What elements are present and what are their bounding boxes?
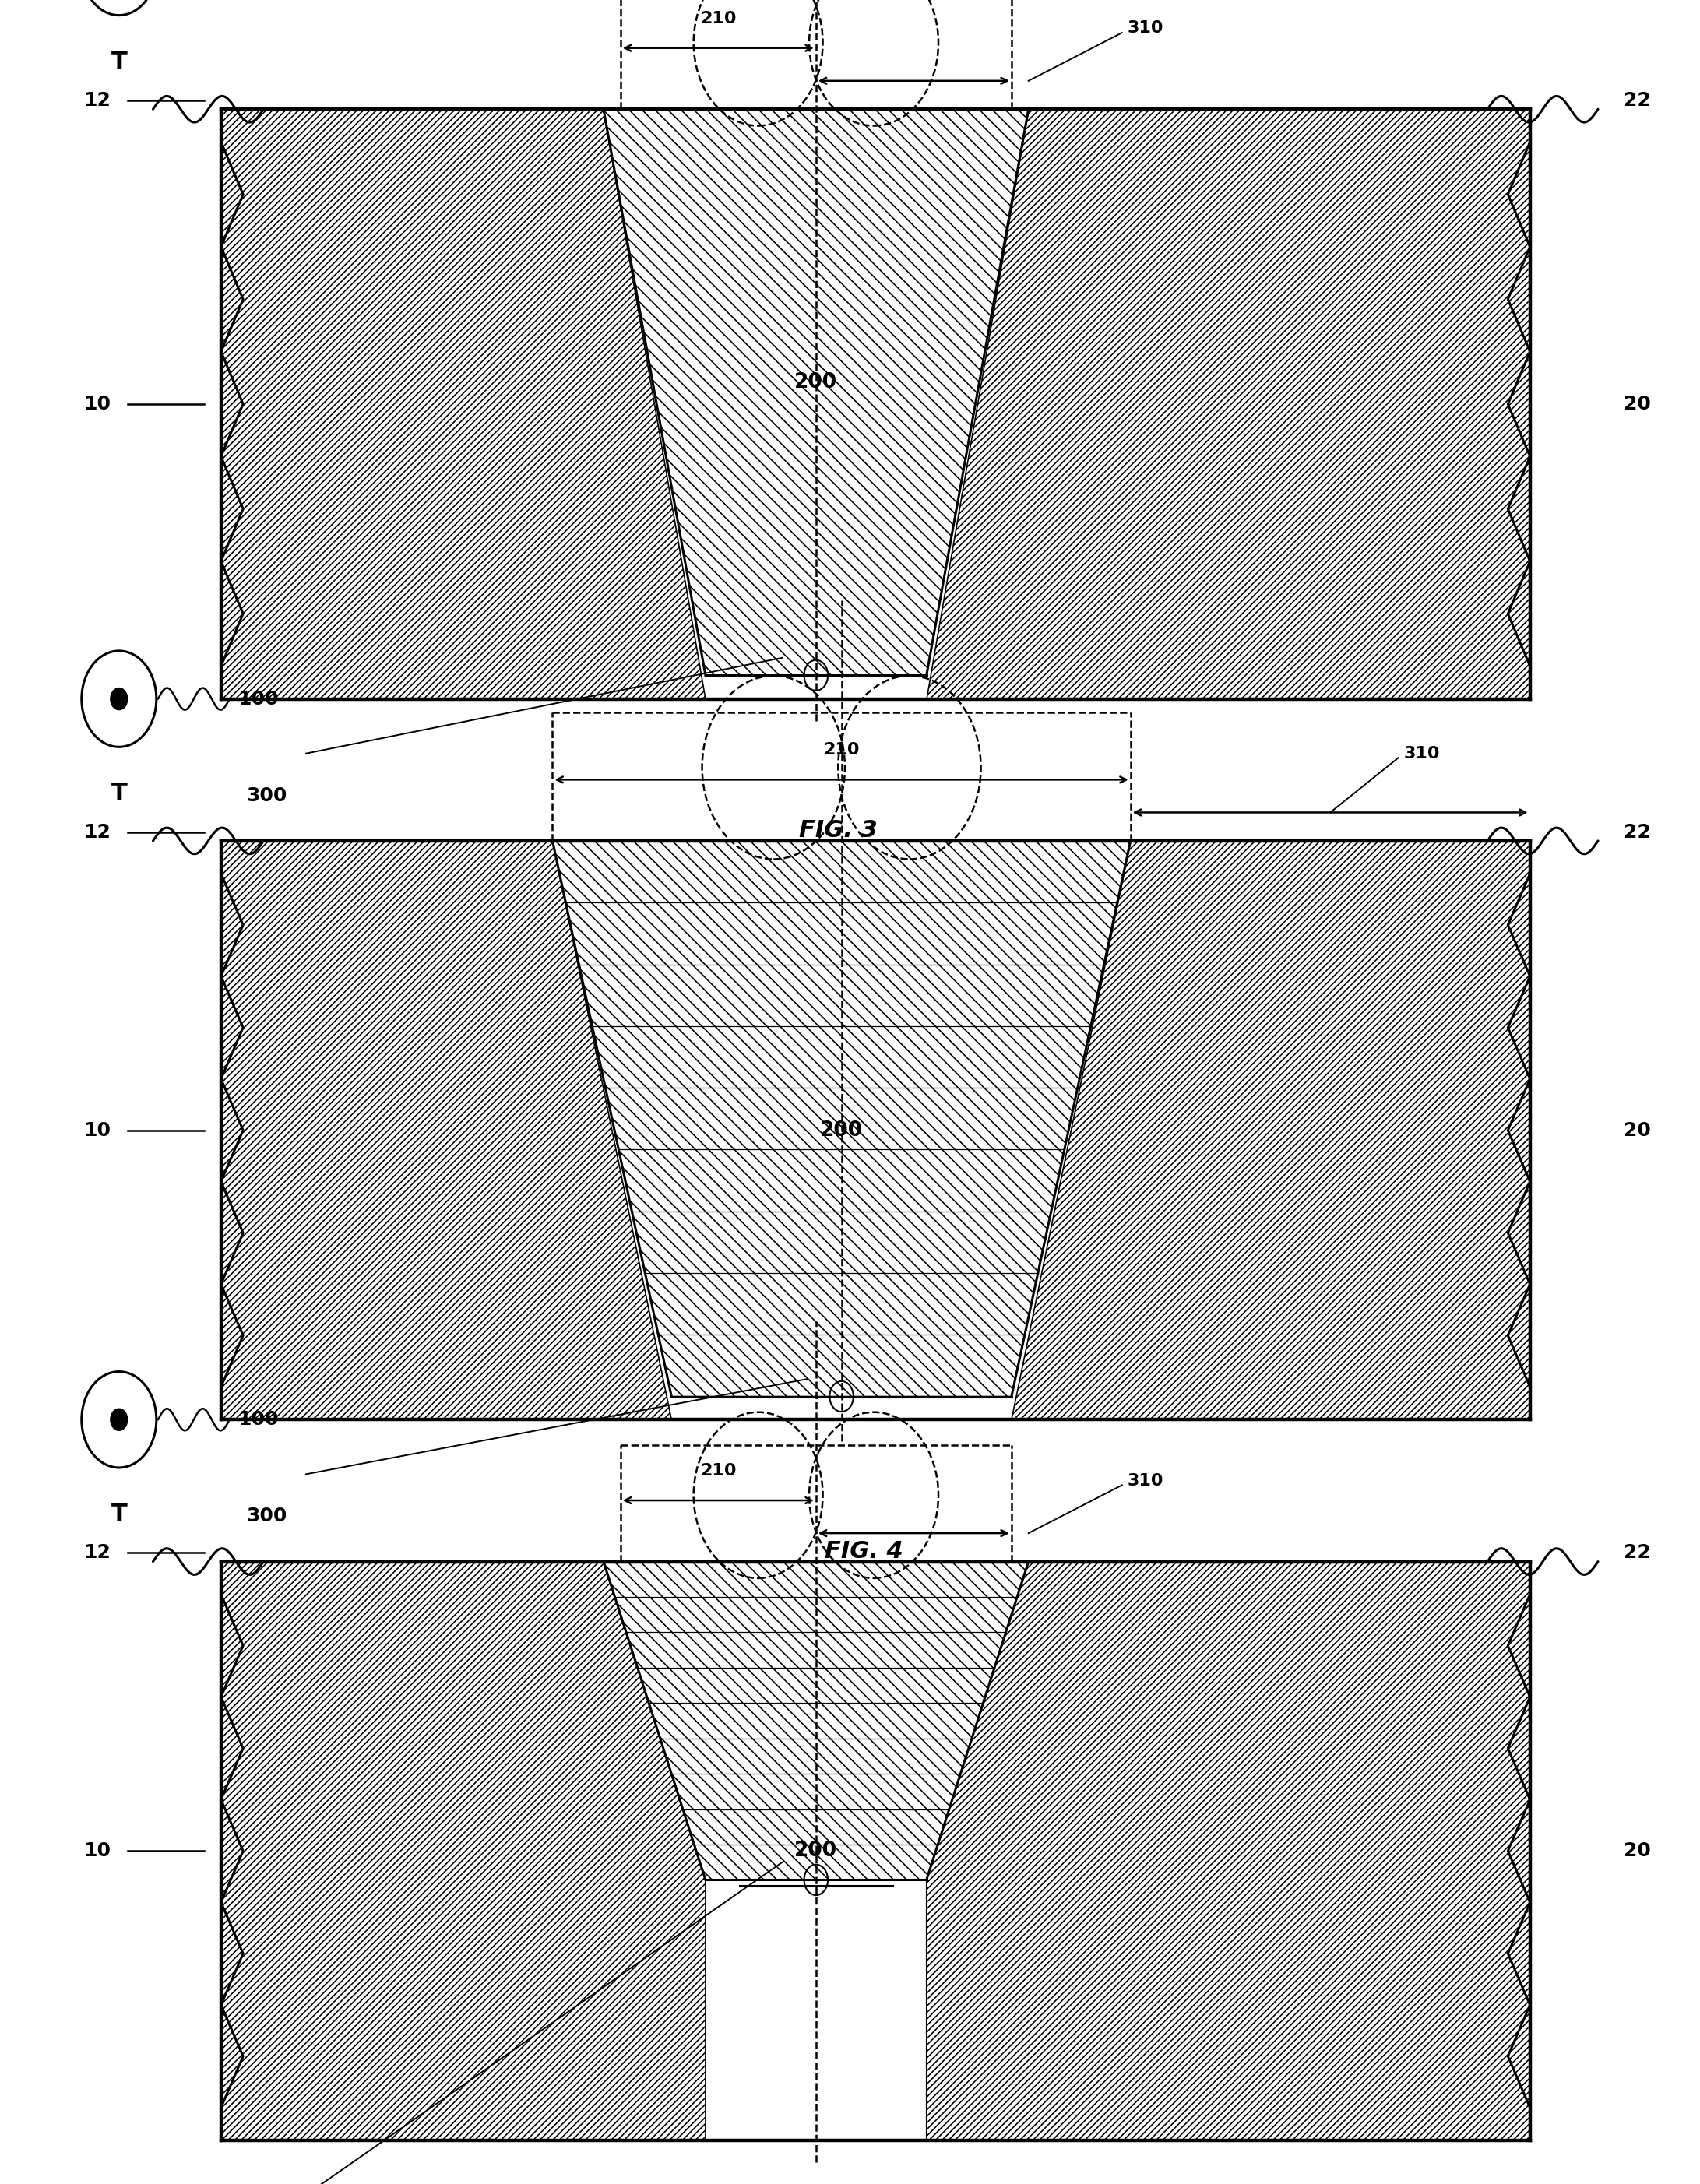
Text: 10: 10 [83,395,110,413]
Polygon shape [603,1562,1028,1880]
Text: 10: 10 [83,1120,110,1140]
Text: 22: 22 [1623,1544,1651,1562]
Text: 200: 200 [794,1841,838,1861]
Polygon shape [927,109,1530,699]
Text: 310: 310 [1404,745,1440,762]
Text: 22: 22 [1623,92,1651,109]
Text: T: T [110,782,128,804]
Circle shape [110,1409,128,1431]
Text: 200: 200 [794,371,838,393]
Polygon shape [221,841,672,1420]
Polygon shape [1012,841,1530,1420]
Text: 12: 12 [83,92,110,109]
Text: FIG. 4: FIG. 4 [824,1540,903,1562]
Text: FIG. 3: FIG. 3 [799,819,877,841]
Text: T: T [110,50,128,72]
Text: 10: 10 [83,1841,110,1861]
Text: T: T [110,1503,128,1524]
Text: 100: 100 [238,1411,279,1428]
Text: 310: 310 [1127,20,1163,37]
Text: 22: 22 [1623,823,1651,841]
Text: 300: 300 [246,1507,287,1527]
Text: 100: 100 [238,690,279,708]
Polygon shape [927,1562,1530,2140]
Text: 200: 200 [819,1120,864,1140]
Text: 12: 12 [83,1544,110,1562]
Text: 12: 12 [83,823,110,841]
Polygon shape [603,109,1028,675]
Polygon shape [552,841,1131,1396]
Text: 210: 210 [700,1463,736,1479]
Text: 310: 310 [1127,1472,1163,1489]
Circle shape [110,688,128,710]
Text: 300: 300 [246,786,287,806]
Polygon shape [221,1562,706,2140]
Text: 20: 20 [1623,1120,1651,1140]
Text: 210: 210 [700,11,736,26]
Polygon shape [221,109,706,699]
Text: 210: 210 [823,743,860,758]
Text: 20: 20 [1623,1841,1651,1861]
Text: 20: 20 [1623,395,1651,413]
